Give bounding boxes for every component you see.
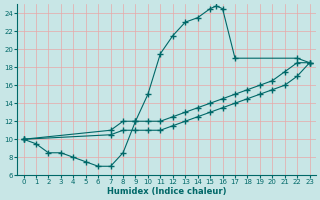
X-axis label: Humidex (Indice chaleur): Humidex (Indice chaleur) <box>107 187 226 196</box>
